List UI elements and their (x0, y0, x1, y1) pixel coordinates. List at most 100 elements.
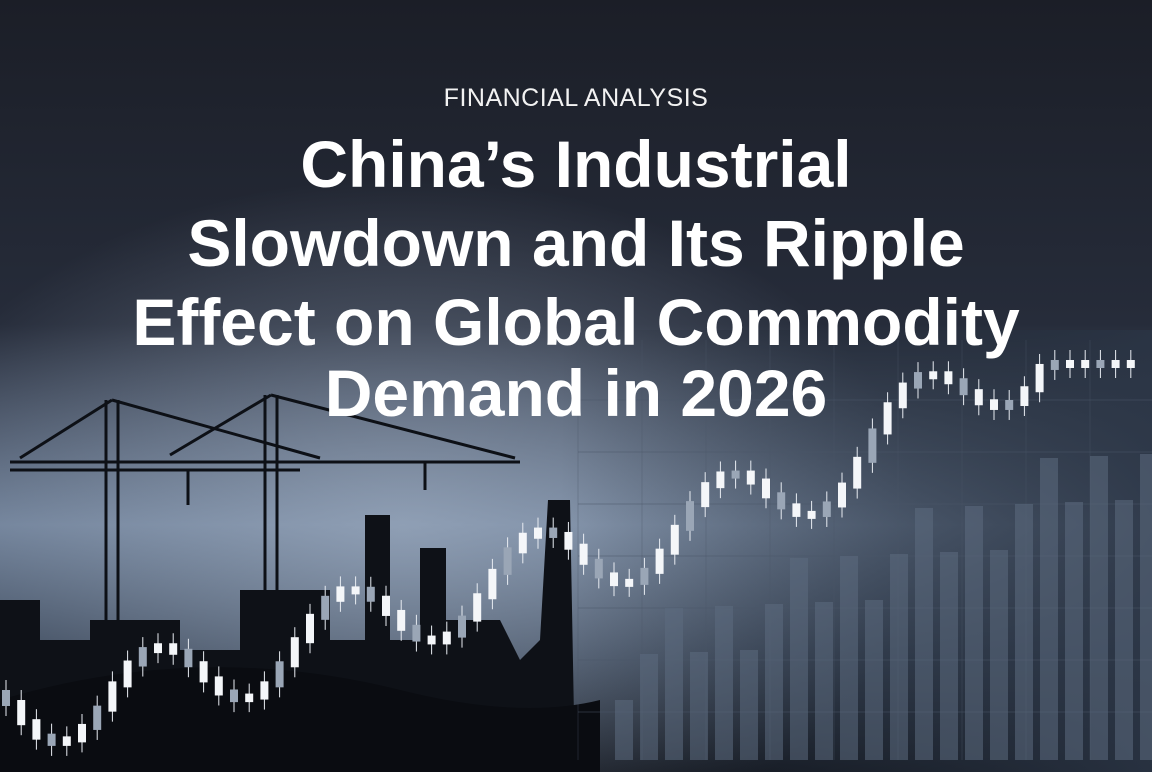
candle-body (32, 719, 41, 740)
candle-body (2, 690, 10, 706)
candle-body (594, 558, 603, 579)
cranes (10, 393, 520, 640)
title-line: Demand in 2026 (325, 356, 828, 430)
candle-body (214, 676, 223, 696)
candle-body (245, 693, 254, 703)
title-line: Effect on Global Commodity (132, 285, 1020, 359)
candle-body (412, 624, 421, 642)
candle-body (290, 637, 299, 668)
title-line: China’s Industrial (300, 127, 851, 201)
candle-body (154, 643, 162, 654)
candle-body (442, 631, 451, 645)
bar-shape (1115, 500, 1133, 760)
bar-shape (940, 552, 958, 760)
bar-shape (840, 556, 858, 760)
bar-shape (1040, 458, 1058, 760)
candle-body (321, 595, 330, 620)
bar-shape (615, 700, 633, 760)
candle-body (1035, 363, 1044, 393)
bar-shape (890, 554, 908, 760)
bar-shape (915, 508, 933, 760)
candle-body (655, 548, 664, 574)
candle-body (184, 648, 193, 668)
candle-body (777, 492, 786, 510)
bar-shape (1140, 454, 1152, 760)
bar-shape (715, 606, 733, 760)
candle-body (1111, 360, 1120, 368)
candle-body (731, 470, 740, 479)
bar-shape (790, 558, 808, 760)
bar-shape (740, 650, 758, 760)
title-line: Slowdown and Its Ripple (187, 206, 964, 280)
candle-body (959, 378, 968, 396)
candle-body (47, 733, 56, 746)
candle-body (640, 567, 649, 585)
ground (0, 667, 600, 772)
candle-body (169, 643, 178, 655)
candle-body (610, 572, 618, 587)
bar-shape (640, 654, 658, 760)
candle-body (138, 647, 147, 667)
candle-body (822, 501, 831, 517)
candle-body (351, 586, 360, 595)
kicker: FINANCIAL ANALYSIS (444, 84, 709, 112)
candle-body (625, 578, 634, 587)
candle-body (473, 593, 482, 622)
candle-body (397, 609, 406, 631)
candle-body (1066, 360, 1074, 368)
candle-body (716, 471, 725, 489)
bar-shape (1090, 456, 1108, 760)
candle-body (503, 547, 512, 575)
bar-shape (665, 608, 683, 760)
candle-body (336, 586, 345, 602)
candle-body (944, 371, 953, 385)
candle-body (534, 527, 542, 539)
candle-body (670, 524, 679, 555)
candle-body (1050, 360, 1059, 370)
candle-body (427, 635, 436, 645)
candle-body (306, 613, 314, 644)
candle-body (17, 700, 26, 726)
candle-body (1126, 360, 1135, 368)
candle-body (579, 543, 588, 565)
candle-body (366, 586, 375, 602)
candle-body (807, 510, 816, 519)
candle-body (1096, 360, 1105, 368)
candle-body (1081, 360, 1090, 368)
candle-body (883, 402, 892, 435)
candle-body (929, 371, 938, 380)
candle-body (701, 482, 710, 508)
chart-bars (615, 454, 1152, 760)
candle-body (974, 389, 983, 406)
candle-body (1020, 386, 1029, 406)
candle-body (108, 681, 117, 712)
candle-body (549, 527, 558, 538)
candle-body (260, 681, 269, 700)
candle-body (914, 372, 922, 389)
candle-body (838, 482, 846, 508)
candle-body (518, 532, 527, 554)
candle-body (62, 736, 71, 746)
candle-body (868, 428, 877, 463)
candle-body (275, 661, 284, 688)
bar-shape (990, 550, 1008, 760)
candle-body (1005, 399, 1014, 410)
candle-body (199, 661, 208, 683)
candle-body (990, 399, 998, 410)
candle-body (230, 689, 238, 703)
candle-body (564, 531, 573, 550)
candle-body (762, 478, 770, 499)
bar-shape (1015, 504, 1033, 760)
bar-shape (815, 602, 833, 760)
candle-body (792, 503, 801, 517)
candle-body (488, 568, 497, 600)
bar-shape (765, 604, 783, 760)
candle-body (458, 615, 466, 638)
candle-body (746, 470, 755, 485)
candle-body (78, 723, 86, 743)
candle-body (93, 705, 102, 730)
bar-shape (965, 506, 983, 760)
candle-body (898, 382, 907, 409)
